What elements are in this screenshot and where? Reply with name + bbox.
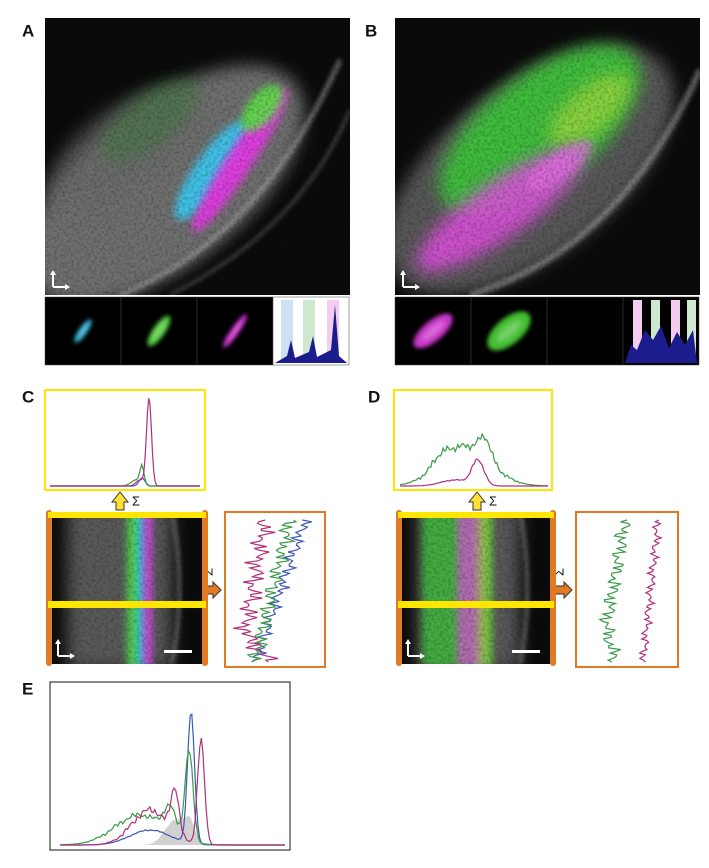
profile-trace bbox=[399, 432, 548, 487]
profile-trace bbox=[598, 519, 631, 663]
image-noise bbox=[402, 512, 550, 664]
profile-trace bbox=[60, 737, 285, 846]
axis-arrowheads bbox=[405, 639, 425, 659]
thumbnail bbox=[120, 296, 198, 366]
panel-label: C bbox=[22, 387, 34, 406]
image-a bbox=[45, 18, 350, 295]
orientation-axes bbox=[57, 642, 72, 657]
thumbnail bbox=[44, 296, 122, 366]
histogram-band bbox=[633, 300, 642, 362]
thumbnail bbox=[470, 296, 548, 366]
thumbnail bbox=[196, 296, 274, 366]
axis-arrowheads bbox=[50, 270, 70, 290]
thumbnail bbox=[622, 296, 700, 366]
overlap-fill bbox=[60, 815, 285, 845]
orientation-axes bbox=[407, 642, 422, 657]
projection-image bbox=[52, 512, 202, 664]
axis-arrowheads bbox=[55, 639, 75, 659]
orientation-axes bbox=[52, 273, 67, 288]
profile-trace bbox=[246, 519, 298, 663]
histogram-band bbox=[671, 300, 680, 362]
yellow-bar bbox=[48, 601, 206, 608]
plot-frame bbox=[44, 389, 206, 491]
projection-arrow bbox=[110, 491, 130, 511]
thumbnail-signal bbox=[421, 321, 445, 341]
profile-trace bbox=[400, 458, 548, 487]
thumbnail-background bbox=[546, 296, 624, 366]
thumbnail bbox=[272, 296, 350, 366]
thumbnail-signal bbox=[152, 322, 166, 340]
scale-bar bbox=[164, 650, 192, 653]
scale-bar bbox=[512, 650, 540, 653]
plot-frame bbox=[575, 511, 679, 668]
panel-label: A bbox=[22, 21, 34, 40]
sum-symbol: Σ bbox=[132, 493, 140, 508]
histogram-band bbox=[687, 300, 696, 362]
thumbnail-signal bbox=[496, 320, 522, 342]
histogram bbox=[625, 326, 697, 363]
projection-arrow bbox=[467, 491, 487, 511]
orange-bar bbox=[202, 510, 208, 666]
projection-image bbox=[402, 512, 550, 664]
yellow-bar bbox=[48, 512, 206, 518]
orange-bar bbox=[396, 510, 402, 666]
profile-trace bbox=[233, 519, 279, 663]
sum-symbol: Σ bbox=[551, 568, 566, 576]
profile-trace bbox=[638, 519, 664, 663]
sum-symbol: Σ bbox=[489, 493, 497, 508]
projection-arrow bbox=[553, 580, 573, 600]
panel-label: D bbox=[368, 387, 380, 406]
orientation-axes bbox=[402, 273, 417, 288]
histogram-band bbox=[651, 300, 660, 362]
orange-bar bbox=[46, 510, 52, 666]
thumbnail bbox=[546, 296, 624, 366]
thumbnail-signal bbox=[78, 324, 88, 338]
image-b bbox=[395, 18, 700, 295]
axis-arrowheads bbox=[400, 270, 420, 290]
profile-trace bbox=[50, 398, 200, 487]
plot-frame bbox=[393, 389, 553, 491]
yellow-bar bbox=[398, 512, 554, 518]
image-noise bbox=[395, 18, 700, 295]
image-noise bbox=[45, 18, 350, 295]
histogram bbox=[275, 305, 347, 363]
image-noise bbox=[52, 512, 202, 664]
orange-bar bbox=[550, 510, 556, 666]
thumbnail bbox=[394, 296, 472, 366]
thumbnail-signal bbox=[227, 321, 243, 341]
plot-frame bbox=[49, 681, 291, 851]
plot-frame bbox=[224, 511, 326, 668]
panel-label: E bbox=[22, 679, 33, 698]
yellow-bar bbox=[398, 601, 554, 608]
panel-label: B bbox=[365, 21, 377, 40]
